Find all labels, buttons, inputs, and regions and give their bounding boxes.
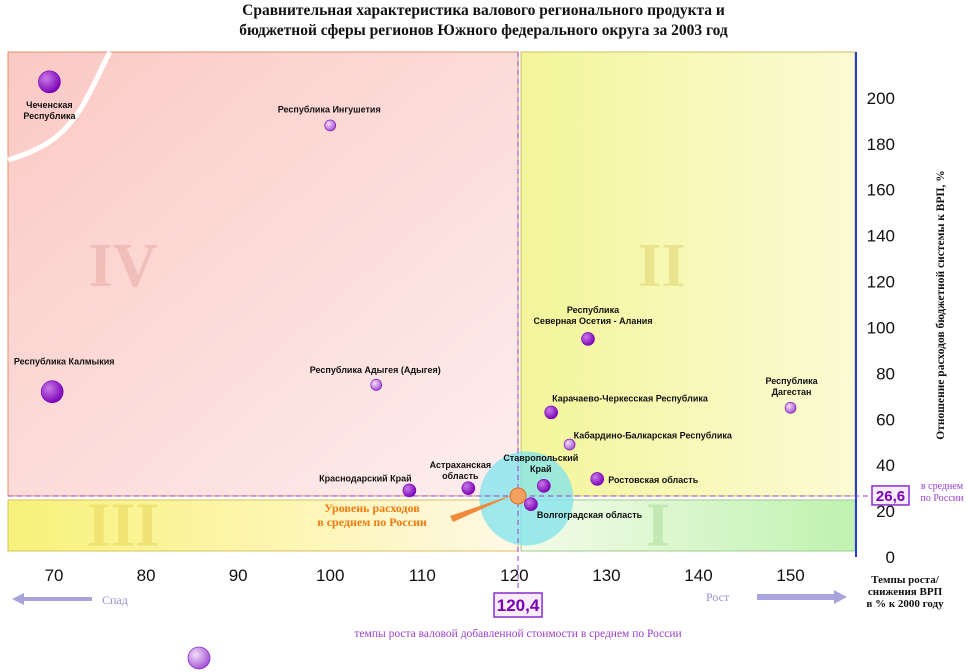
data-label: Ставропольский Край [503, 453, 578, 474]
data-label: Астраханская область [430, 460, 492, 481]
data-label: Республика Ингушетия [278, 104, 381, 114]
x-tick-label: 90 [229, 566, 248, 585]
decline-label: Спад [102, 593, 128, 607]
x-tick-label: 80 [137, 566, 156, 585]
data-label: Республика Северная Осетия - Алания [533, 305, 652, 326]
x-tick-label: 150 [776, 566, 804, 585]
x-tick-label: 120 [500, 566, 528, 585]
data-point [563, 438, 576, 451]
x-tick-label: 100 [316, 566, 344, 585]
data-point [38, 70, 61, 94]
quadrant-label-iv: IV [89, 232, 158, 300]
chart-title-line-1: Сравнительная характеристика валового ре… [242, 2, 725, 19]
average-y-note: в среднем по России [921, 481, 965, 504]
data-label: Кабардино-Балкарская Республика [574, 431, 733, 441]
y-tick-label: 180 [867, 135, 895, 154]
y-tick-label: 140 [867, 227, 895, 246]
data-label: Чеченская Республика [23, 100, 76, 121]
x-tick-label: 110 [409, 566, 436, 585]
quadrant-ii [520, 51, 856, 497]
average-y-box [871, 485, 910, 506]
chart-title-line-2: бюджетной сферы регионов Южного федераль… [239, 22, 728, 39]
quadrant-label-ii: II [638, 232, 686, 300]
y-axis-label: Отношение расходов бюджетной системы к В… [935, 170, 947, 439]
data-point [537, 479, 551, 493]
x-axis-label: Темпы роста/снижения ВРП в % к 2000 году [866, 574, 944, 610]
quadrant-i [520, 499, 856, 552]
data-point [324, 119, 337, 132]
data-point [370, 379, 383, 391]
data-label: Республика Адыгея (Адыгея) [310, 365, 441, 375]
data-label: Волгоградская область [537, 510, 643, 520]
data-label: Республика Дагестан [765, 376, 818, 397]
y-tick-label: 20 [876, 502, 895, 521]
y-tick-label: 60 [876, 410, 895, 429]
data-point [544, 405, 558, 420]
average-x-note: темпы роста валовой добавленной стоимост… [354, 628, 681, 640]
average-x-box [493, 592, 543, 618]
average-callout-label: Уровень расходов в среднем по России [317, 501, 427, 529]
x-tick-label: 130 [592, 566, 620, 585]
average-x-value: 120,4 [497, 596, 540, 615]
data-point [590, 472, 605, 486]
y-tick-label: 120 [867, 273, 895, 292]
quadrant-label-iii: III [87, 492, 159, 560]
data-point [784, 401, 797, 414]
decorative-bullet [187, 646, 211, 670]
data-label: Республика Калмыкия [14, 357, 115, 367]
average-point [509, 487, 527, 505]
data-point [461, 481, 476, 495]
y-tick-label: 80 [876, 364, 895, 383]
data-label: Ростовская область [608, 475, 698, 485]
decline-arrow [12, 593, 92, 605]
x-tick-label: 70 [45, 566, 64, 585]
growth-label: Рост [706, 590, 730, 604]
region-border-line [7, 50, 113, 163]
x-tick-label: 140 [684, 566, 712, 585]
quadrant-iii [7, 499, 519, 552]
data-label: Карачаево-Черкесская Республика [552, 393, 709, 403]
data-label: Краснодарский Край [319, 473, 412, 483]
growth-arrow [757, 590, 847, 604]
quadrant-iv [7, 51, 519, 497]
average-y-value: 26,6 [876, 488, 905, 505]
data-point [402, 483, 417, 498]
average-callout-pointer [450, 494, 515, 522]
data-point [40, 380, 64, 404]
average-zone-circle [479, 451, 574, 546]
data-point [524, 497, 538, 512]
data-point [581, 332, 595, 346]
y-tick-label: 0 [886, 548, 895, 567]
y-tick-label: 200 [867, 89, 895, 108]
y-tick-label: 40 [876, 456, 895, 475]
y-tick-label: 100 [867, 318, 895, 337]
y-tick-label: 160 [867, 181, 895, 200]
quadrant-label-i: I [646, 492, 670, 560]
